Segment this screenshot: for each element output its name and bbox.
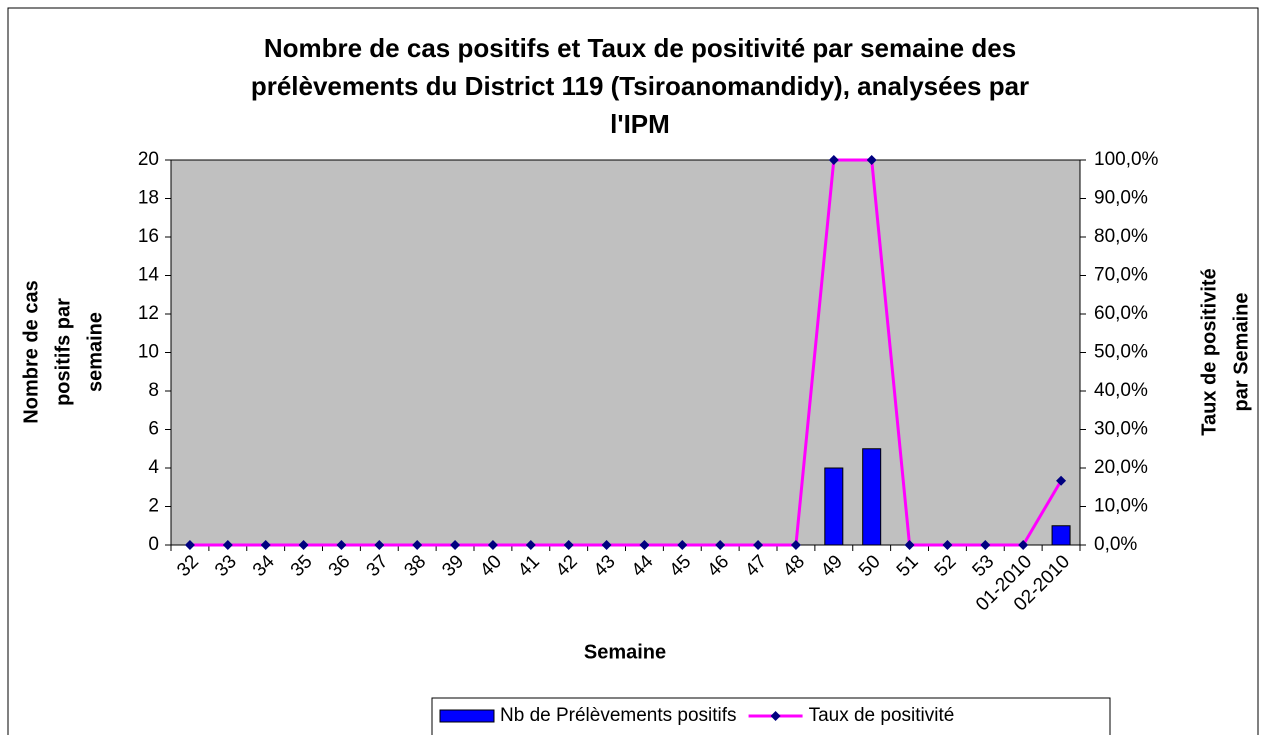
marker (677, 540, 688, 550)
marker (222, 540, 233, 550)
marker (260, 540, 271, 550)
y2-tick-label: 60,0% (1094, 303, 1148, 324)
y2-tick-label: 30,0% (1094, 419, 1148, 440)
y-axis-title: Nombre de cas (20, 280, 42, 423)
legend-label: Taux de positivité (809, 705, 955, 726)
marker (184, 540, 195, 550)
y2-tick-label: 50,0% (1094, 342, 1148, 363)
x-axis-title: Semaine (584, 641, 666, 663)
marker (828, 155, 839, 165)
y-tick-label: 6 (148, 419, 159, 440)
bar (1051, 525, 1071, 546)
y-tick-label: 20 (138, 149, 159, 170)
marker (601, 540, 612, 550)
marker (1056, 475, 1067, 486)
marker (450, 540, 461, 550)
y2-tick-label: 70,0% (1094, 265, 1148, 286)
marker (753, 540, 764, 550)
y2-tick-label: 20,0% (1094, 457, 1148, 478)
line (189, 158, 1063, 547)
y-tick-label: 10 (138, 342, 159, 363)
y-axis-title: positifs par (52, 298, 74, 406)
y2-tick-label: 0,0% (1094, 534, 1137, 555)
y2-axis-title: par Semaine (1230, 293, 1252, 412)
y2-tick-label: 40,0% (1094, 380, 1148, 401)
legend-label: Nb de Prélèvements positifs (500, 705, 737, 726)
y-tick-label: 0 (148, 534, 159, 555)
marker (374, 540, 385, 550)
y-tick-label: 14 (138, 265, 160, 286)
chart-title: l'IPM (610, 109, 670, 139)
y-axis-title: semaine (84, 312, 106, 392)
bar (824, 467, 844, 546)
marker (563, 540, 574, 550)
legend-swatch (439, 709, 495, 723)
plot-area (170, 159, 1081, 546)
y2-axis-title: Taux de positivité (1198, 268, 1220, 435)
y-tick-label: 12 (138, 303, 159, 324)
marker (487, 540, 498, 550)
marker (790, 540, 801, 550)
marker (336, 540, 347, 550)
marker (525, 540, 536, 550)
marker (942, 540, 953, 550)
marker (904, 540, 915, 550)
marker (298, 540, 309, 550)
marker (715, 540, 726, 550)
marker (866, 155, 877, 165)
legend-marker (770, 711, 781, 721)
marker (639, 540, 650, 550)
y-tick-label: 8 (148, 380, 159, 401)
y-tick-label: 4 (148, 457, 159, 478)
chart-title: prélèvements du District 119 (Tsiroanoma… (251, 71, 1029, 101)
marker (412, 540, 423, 550)
chart-title: Nombre de cas positifs et Taux de positi… (264, 33, 1016, 63)
y-tick-label: 2 (148, 496, 159, 517)
y-tick-label: 16 (138, 226, 159, 247)
y2-tick-label: 90,0% (1094, 188, 1148, 209)
bar (862, 448, 882, 546)
y2-tick-label: 10,0% (1094, 496, 1148, 517)
marker (980, 540, 991, 550)
y2-tick-label: 80,0% (1094, 226, 1148, 247)
marker (1018, 540, 1029, 550)
y-tick-label: 18 (138, 188, 159, 209)
y2-tick-label: 100,0% (1094, 149, 1159, 170)
